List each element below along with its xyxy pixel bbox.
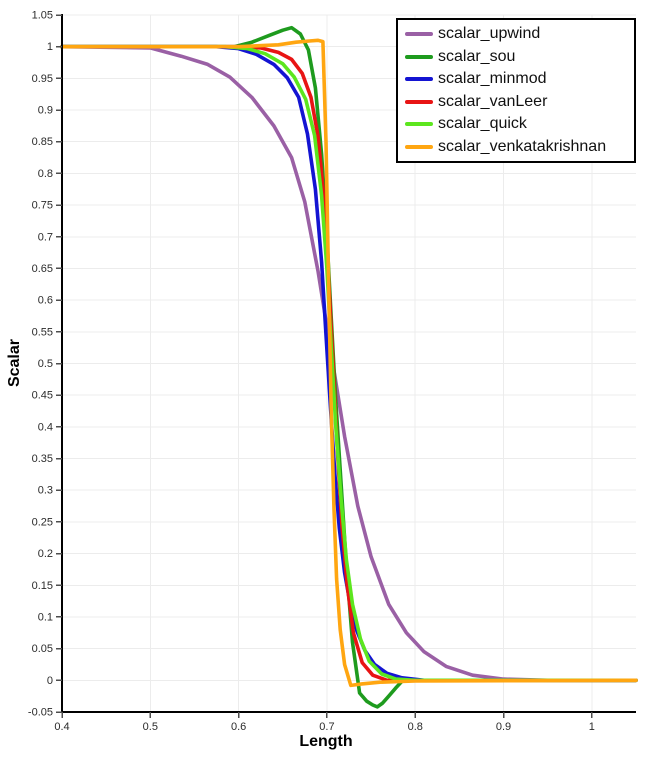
y-tick-label: 0.95 (32, 73, 53, 85)
y-tick-label: 0.15 (32, 580, 53, 592)
y-tick-label: 0.4 (38, 421, 53, 433)
legend-item-scalar_vanLeer: scalar_vanLeer (405, 92, 630, 110)
y-tick-label: 0.7 (38, 231, 53, 243)
y-tick-label: 0.2 (38, 548, 53, 560)
y-tick-label: 0.3 (38, 485, 53, 497)
y-tick-label: 0.9 (38, 105, 53, 117)
legend-label: scalar_minmod (438, 70, 547, 88)
y-tick-label: 1.05 (32, 10, 53, 22)
x-axis-title: Length (299, 733, 353, 750)
legend-label: scalar_sou (438, 47, 516, 65)
legend-item-scalar_minmod: scalar_minmod (405, 71, 630, 87)
y-tick-label: 0.1 (38, 611, 53, 623)
y-tick-label: 0.55 (32, 326, 53, 338)
y-tick-label: 0.45 (32, 390, 53, 402)
y-tick-label: 0.05 (32, 643, 53, 655)
legend-item-scalar_quick: scalar_quick (405, 116, 630, 132)
y-tick-label: 0 (47, 675, 53, 687)
y-tick-label: 1 (47, 41, 53, 53)
legend-label: scalar_venkatakrishnan (438, 137, 607, 155)
y-tick-label: 0.25 (32, 516, 53, 528)
legend-swatch-scalar_vanLeer (405, 99, 433, 104)
legend-swatch-scalar_quick (405, 122, 433, 127)
legend-item-scalar_upwind: scalar_upwind (405, 26, 630, 42)
x-tick-label: 0.6 (231, 721, 246, 733)
legend-item-scalar_venkatakrishnan: scalar_venkatakrishnan (405, 137, 630, 155)
y-tick-label: 0.85 (32, 136, 53, 148)
x-tick-label: 0.5 (143, 721, 158, 733)
y-tick-label: 0.35 (32, 453, 53, 465)
legend-label: scalar_vanLeer (438, 92, 548, 110)
y-tick-label: -0.05 (28, 707, 53, 719)
series-line-scalar_venkatakrishnan (60, 38, 638, 688)
legend-swatch-scalar_minmod (405, 77, 433, 82)
x-tick-label: 1 (589, 721, 595, 733)
legend-swatch-scalar_sou (405, 54, 433, 59)
legend-label: scalar_upwind (438, 25, 541, 43)
y-axis-title: Scalar (6, 338, 23, 388)
y-tick-label: 0.8 (38, 168, 53, 180)
legend-item-scalar_sou: scalar_sou (405, 47, 630, 65)
legend-label: scalar_quick (438, 115, 527, 133)
series-line-scalar_upwind (60, 44, 638, 683)
x-tick-label: 0.8 (408, 721, 423, 733)
y-tick-label: 0.6 (38, 295, 53, 307)
y-tick-label: 0.5 (38, 358, 53, 370)
x-tick-label: 0.9 (496, 721, 511, 733)
y-tick-label: 0.75 (32, 200, 53, 212)
x-tick-label: 0.7 (319, 721, 334, 733)
x-tick-label: 0.4 (54, 721, 69, 733)
legend-swatch-scalar_venkatakrishnan (405, 144, 433, 149)
y-tick-label: 0.65 (32, 263, 53, 275)
legend-swatch-scalar_upwind (405, 32, 433, 37)
